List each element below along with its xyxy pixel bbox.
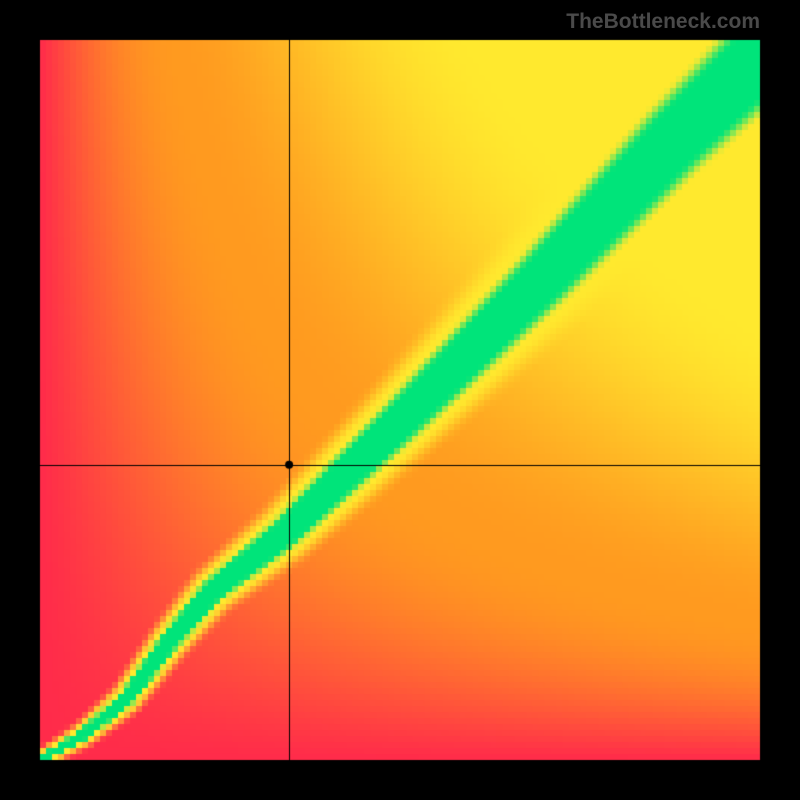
bottleneck-heatmap — [0, 0, 800, 800]
chart-stage: TheBottleneck.com — [0, 0, 800, 800]
watermark-text: TheBottleneck.com — [566, 10, 760, 34]
